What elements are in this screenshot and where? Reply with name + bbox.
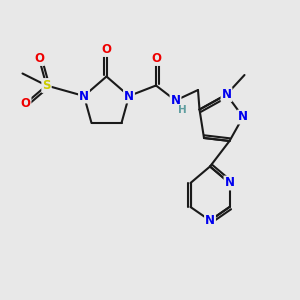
Text: O: O <box>151 52 161 65</box>
Text: O: O <box>101 43 112 56</box>
Text: N: N <box>224 176 235 190</box>
Text: N: N <box>79 89 89 103</box>
Text: O: O <box>20 97 31 110</box>
Text: N: N <box>170 94 181 107</box>
Text: N: N <box>238 110 248 124</box>
Text: N: N <box>205 214 215 227</box>
Text: H: H <box>178 105 187 115</box>
Text: N: N <box>221 88 232 101</box>
Text: S: S <box>42 79 51 92</box>
Text: O: O <box>34 52 44 65</box>
Text: N: N <box>124 89 134 103</box>
